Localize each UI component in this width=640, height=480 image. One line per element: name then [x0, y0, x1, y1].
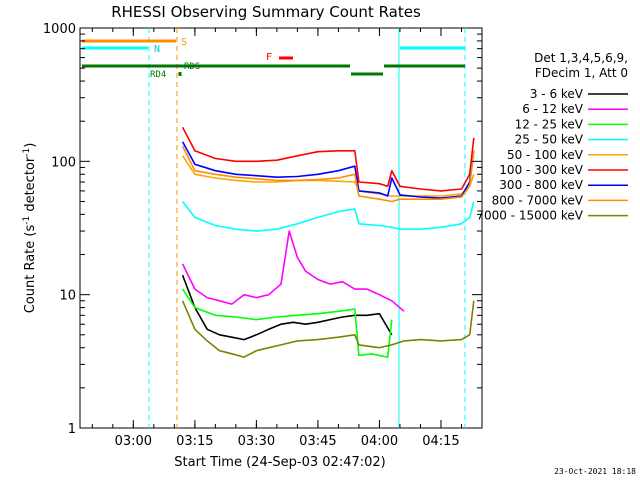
y-axis: 1 10 100 1000: [43, 22, 482, 437]
y-tick-label-2: 100: [51, 155, 76, 170]
legend-header-2: FDecim 1, Att 0: [535, 66, 628, 80]
x-tick-label-0: 03:00: [115, 434, 152, 449]
legend-label-300-800-kev: 300 - 800 keV: [499, 178, 583, 192]
legend-label-7000-15000-kev: 7000 - 15000 keV: [476, 209, 583, 223]
chart-title: RHESSI Observing Summary Count Rates: [111, 3, 421, 21]
y-axis-label-sup: -1: [22, 216, 32, 225]
series-line-100-300-kev: [181, 126, 475, 192]
legend-label-800-7000-kev: 800 - 7000 keV: [492, 193, 584, 207]
legend-label-6-12-kev: 6 - 12 keV: [522, 102, 584, 116]
x-tick-label-1: 03:15: [176, 434, 213, 449]
y-axis-label-main: Count Rate (s: [23, 225, 38, 314]
plot-overlays: S N F RD4 RDS: [82, 28, 466, 428]
y-tick-label-3: 1000: [43, 22, 76, 37]
y-axis-label-rest: detector: [23, 156, 38, 216]
series-line-300-800-kev: [181, 141, 475, 199]
footer-date: 23-Oct-2021 18:18: [554, 467, 636, 476]
marker-label-N: N: [154, 44, 160, 55]
x-axis: 03:00 03:15 03:30 03:45 04:00 04:15: [91, 28, 483, 449]
series-layer: [181, 126, 475, 358]
legend-label-50-100-kev: 50 - 100 keV: [507, 148, 584, 162]
plot-area: S N F RD4 RDS: [79, 27, 483, 429]
y-tick-label-0: 1: [68, 422, 76, 437]
marker-label-S: S: [181, 37, 187, 48]
x-tick-label-5: 04:15: [422, 434, 459, 449]
x-tick-label-3: 03:45: [299, 434, 336, 449]
series-line-800-7000-kev: [181, 145, 475, 203]
x-tick-label-4: 04:00: [361, 434, 398, 449]
x-axis-label: Start Time (24-Sep-03 02:47:02): [174, 455, 385, 470]
y-tick-label-1: 10: [59, 289, 76, 304]
y-axis-label-close: ): [23, 143, 38, 148]
series-line-50-100-kev: [181, 155, 475, 197]
legend-label-100-300-kev: 100 - 300 keV: [499, 163, 583, 177]
series-line-7000-15000-kev: [181, 300, 475, 358]
marker-label-F: F: [266, 52, 272, 63]
series-line-25-50-kev: [181, 201, 475, 232]
series-line-3-6-kev: [181, 274, 393, 341]
y-axis-label: Count Rate (s-1 detector-1): [22, 143, 38, 314]
y-axis-label-sup2: -1: [22, 148, 32, 157]
x-tick-label-2: 03:30: [238, 434, 275, 449]
plot-frame: [79, 27, 483, 429]
series-line-12-25-kev: [181, 288, 393, 358]
marker-label-RD4: RD4: [150, 70, 166, 80]
legend-label-12-25-kev: 12 - 25 keV: [515, 117, 584, 131]
series-line-6-12-kev: [181, 230, 405, 312]
legend: Det 1,3,4,5,6,9, FDecim 1, Att 0 3 - 6 k…: [476, 51, 628, 223]
marker-label-RDS: RDS: [184, 62, 200, 72]
legend-label-25-50-kev: 25 - 50 keV: [515, 133, 584, 147]
legend-label-3-6-kev: 3 - 6 keV: [530, 87, 584, 101]
legend-header-1: Det 1,3,4,5,6,9,: [534, 51, 628, 65]
